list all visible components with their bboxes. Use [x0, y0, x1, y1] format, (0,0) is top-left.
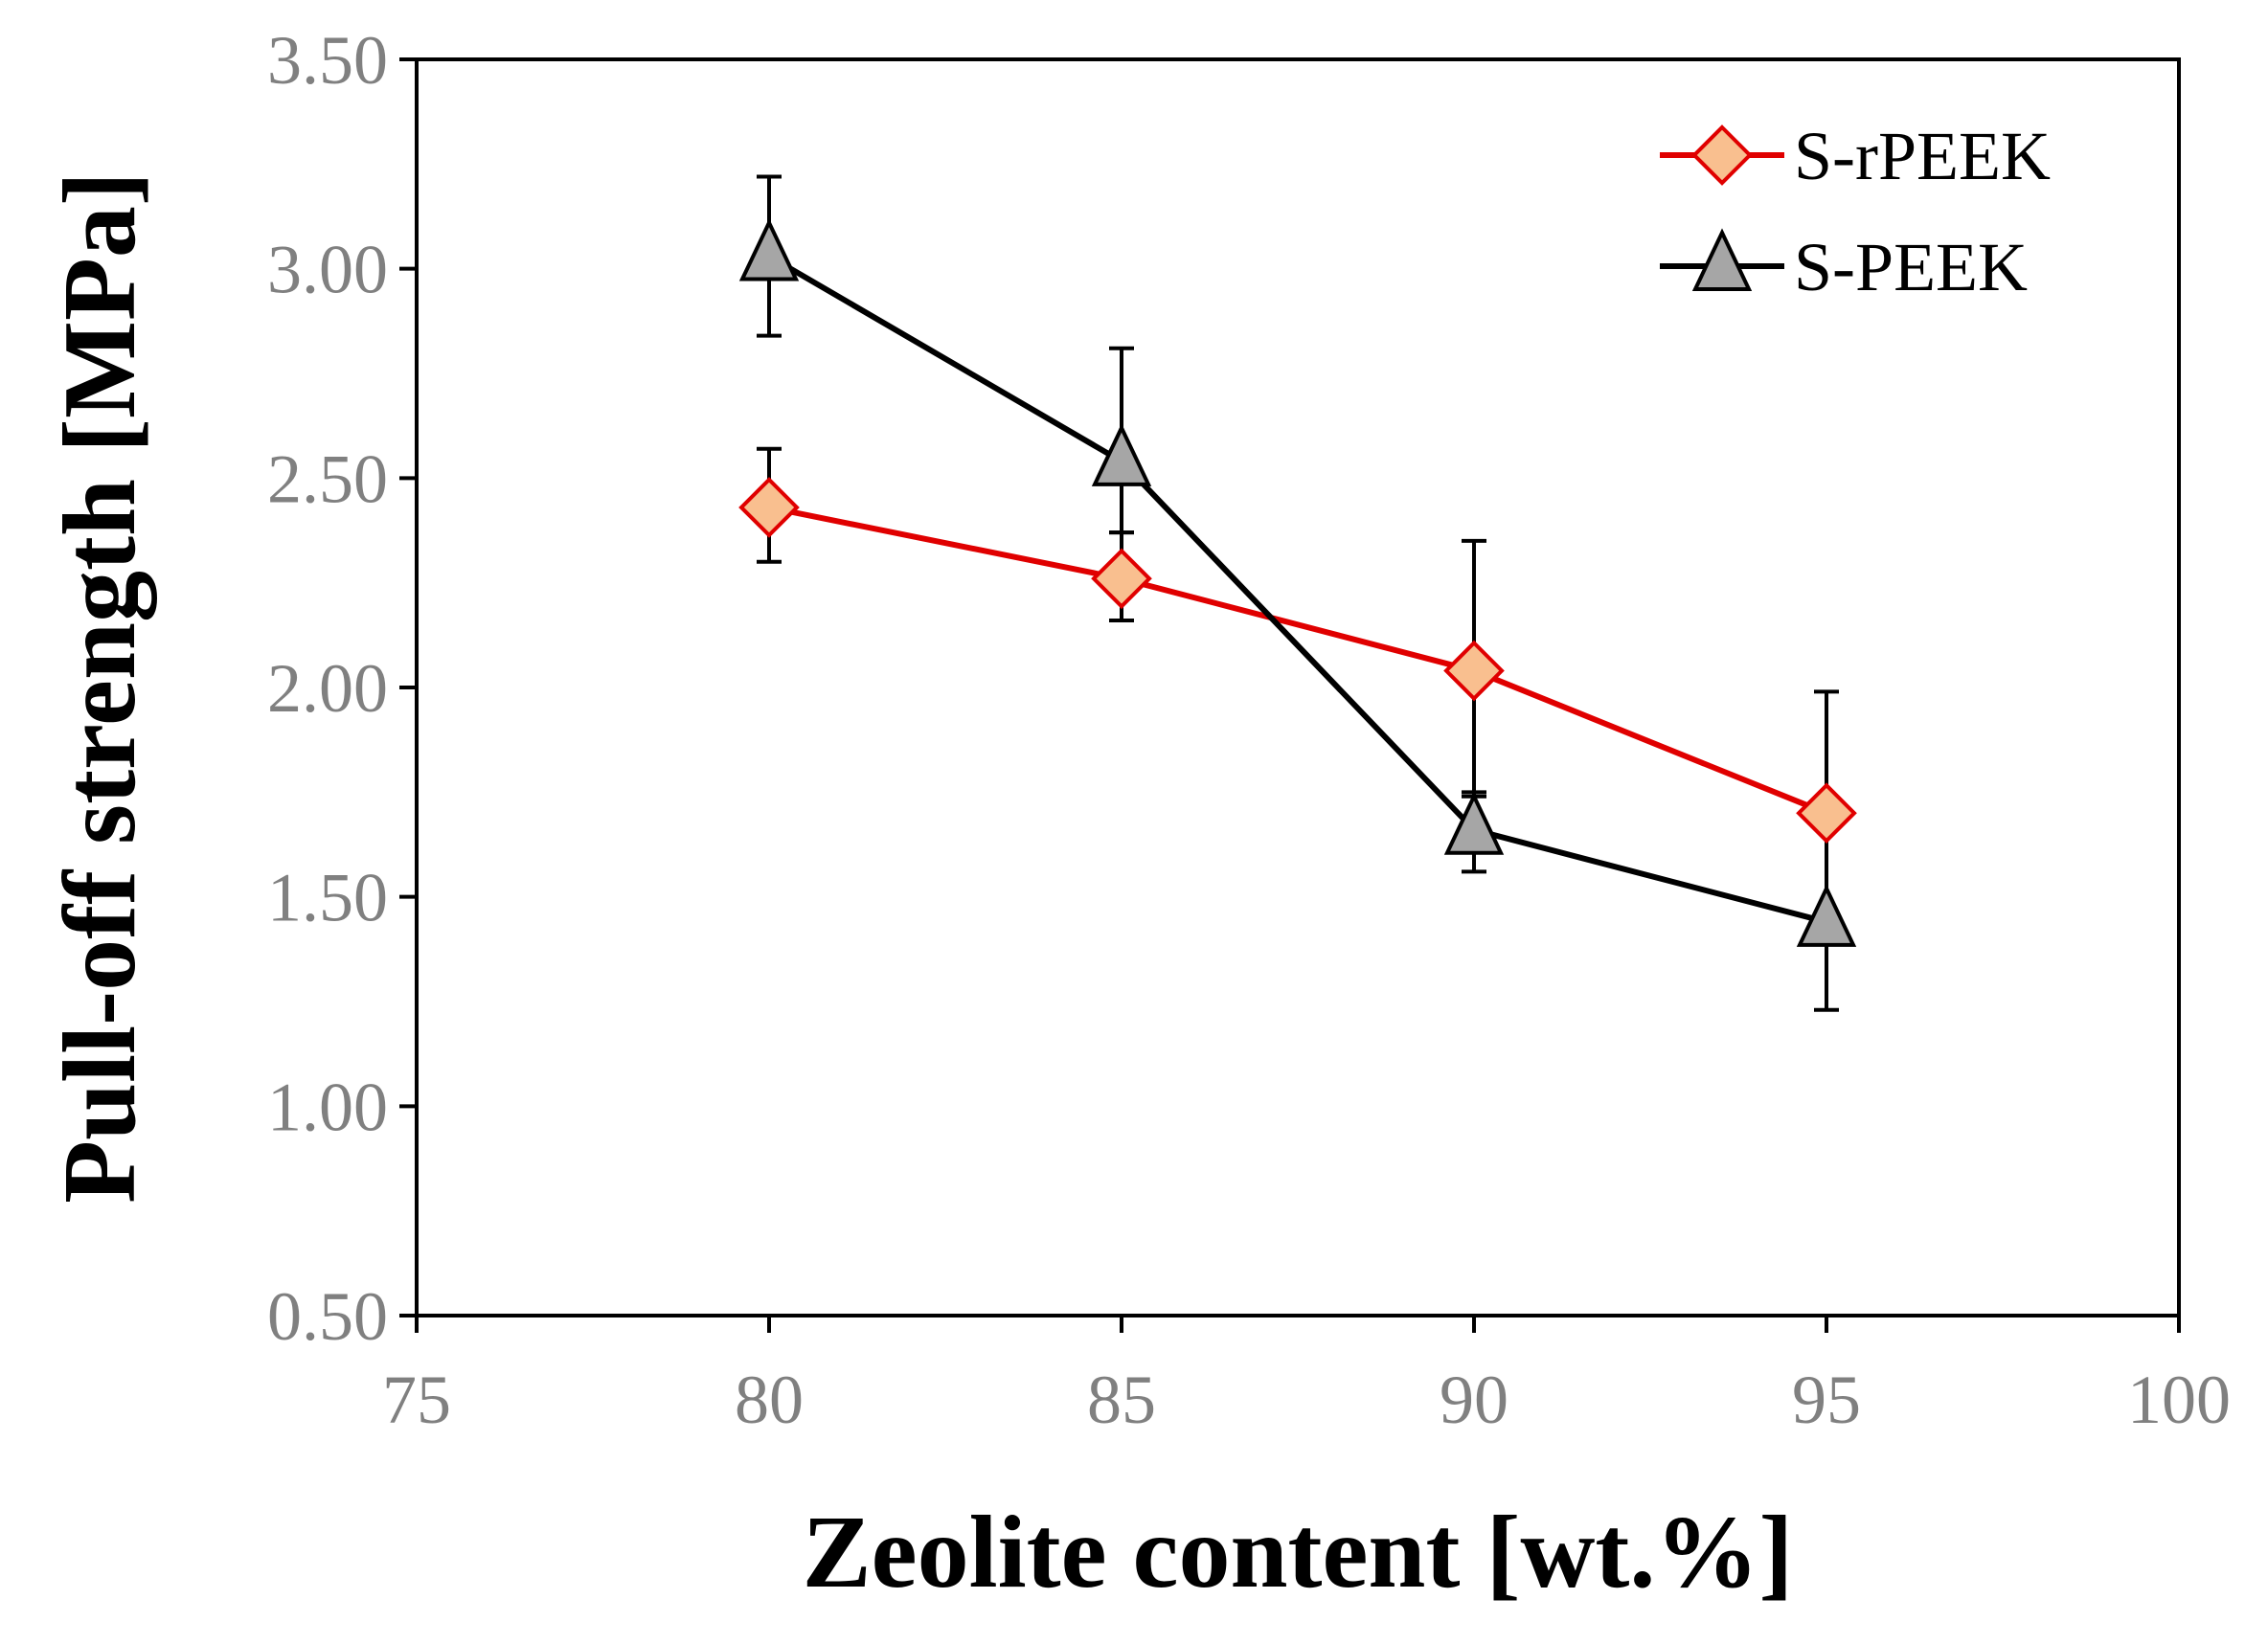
data-point [1091, 423, 1152, 486]
series-s-peek [738, 174, 1857, 1012]
y-tick-label: 1.00 [267, 1069, 388, 1145]
y-axis-title: Pull-off strength [MPa] [43, 171, 157, 1204]
y-tick-label: 2.50 [267, 440, 388, 517]
data-point [1443, 792, 1505, 855]
legend-marker [1691, 228, 1753, 291]
series-layer [738, 174, 1857, 1012]
y-tick-label: 3.00 [267, 232, 388, 308]
series-s-rpeek [738, 446, 1857, 937]
x-tick-label: 85 [1087, 1362, 1156, 1438]
legend-marker [1691, 124, 1753, 186]
legend: S-rPEEK S-PEEK [1660, 118, 2051, 305]
x-tick-label: 80 [735, 1362, 804, 1438]
axes: 0.50 1.00 1.50 2.00 2.50 3.00 3.50 75 80 85 90 95 10… [267, 22, 2231, 1438]
x-tick-label: 75 [382, 1362, 451, 1438]
series-line [768, 505, 1828, 816]
y-tick-label: 1.50 [267, 860, 388, 936]
data-point [1091, 548, 1152, 610]
legend-label: S-PEEK [1794, 229, 2028, 305]
data-point [738, 217, 800, 282]
x-tick-label: 95 [1792, 1362, 1861, 1438]
data-point [1796, 884, 1857, 947]
data-point [1443, 640, 1505, 702]
y-tick-label: 3.50 [267, 22, 388, 99]
x-tick-label: 90 [1440, 1362, 1508, 1438]
data-point [1796, 782, 1857, 845]
x-tick-label: 100 [2127, 1362, 2231, 1438]
x-axis-title: Zeolite content [wt.%] [803, 1496, 1794, 1610]
data-point [738, 477, 800, 538]
y-tick-label: 2.00 [267, 650, 388, 727]
legend-item-s-peek: S-PEEK [1660, 228, 2028, 305]
y-tick-label: 0.50 [267, 1278, 388, 1355]
legend-label: S-rPEEK [1794, 118, 2051, 194]
legend-item-s-rpeek: S-rPEEK [1660, 118, 2051, 194]
series-line [767, 253, 1827, 925]
